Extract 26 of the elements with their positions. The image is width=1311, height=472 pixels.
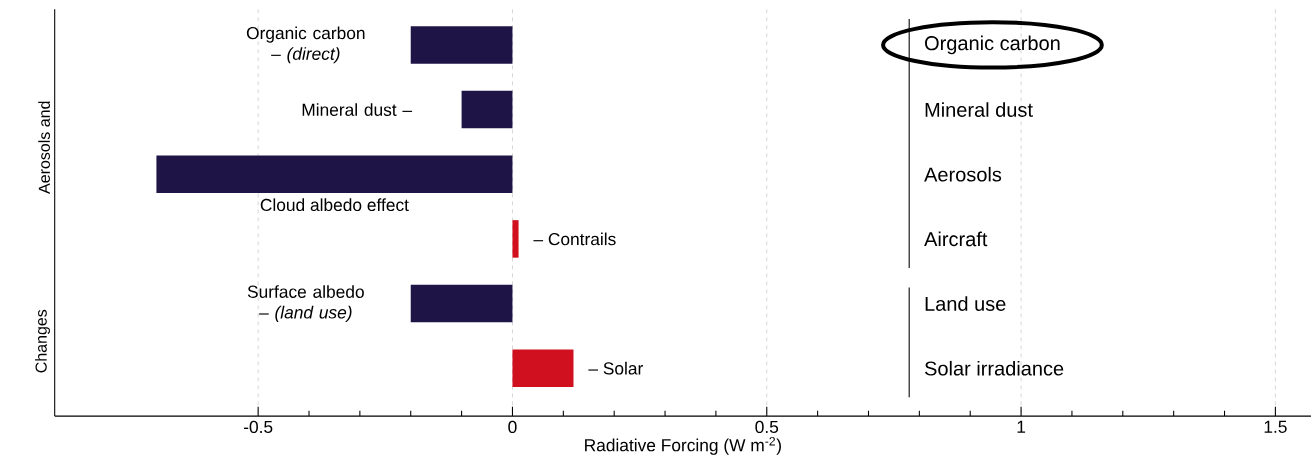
y-tick-label: Cloud albedo effect xyxy=(260,198,409,212)
bar xyxy=(410,284,513,323)
text: Aerosols and xyxy=(38,101,50,194)
y-tick-label: Mineral dust – xyxy=(302,103,413,116)
y-tick-label: Surface albedo – (land use) xyxy=(247,285,364,322)
y-tick-label: – Solar xyxy=(588,361,643,375)
text: Changes xyxy=(35,309,50,373)
bar xyxy=(512,220,519,258)
annotation: Aerosols xyxy=(924,166,1002,182)
y-tick-label: Organic carbon – (direct) xyxy=(246,26,365,64)
x-tick-label: 0 xyxy=(508,420,517,434)
x-tick-label: 1.5 xyxy=(1264,420,1287,433)
x-tick-label: 1 xyxy=(1017,420,1026,433)
bar xyxy=(512,349,574,387)
annotation: Mineral dust xyxy=(925,102,1033,117)
annotation: Solar irradiance xyxy=(924,360,1064,376)
bar xyxy=(461,90,513,129)
annotation: Organic carbon xyxy=(925,35,1060,55)
y-tick-label: – Contrails xyxy=(533,232,616,246)
bar xyxy=(156,155,513,193)
x-tick-label: 0.5 xyxy=(755,420,779,434)
annotation: Land use xyxy=(925,296,1006,311)
bar xyxy=(410,26,513,64)
x-tick-label: -0.5 xyxy=(243,420,273,434)
annotation: Aircraft xyxy=(924,231,988,247)
x-axis-title: Radiative Forcing (W m$^{-2}$) xyxy=(585,436,781,455)
